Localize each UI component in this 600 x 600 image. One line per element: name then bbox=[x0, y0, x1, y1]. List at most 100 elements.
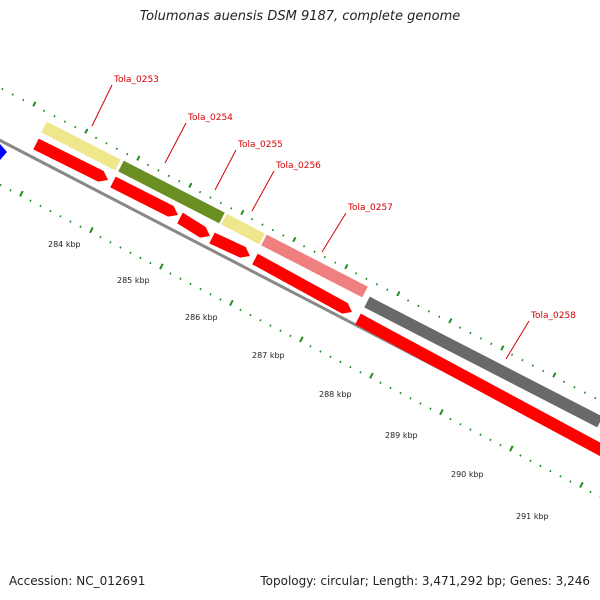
inner-tick bbox=[469, 428, 472, 431]
label-leader-line bbox=[91, 84, 113, 127]
inner-tick bbox=[329, 355, 332, 358]
inner-tick bbox=[239, 308, 242, 312]
inner-tick bbox=[159, 263, 164, 270]
inner-tick bbox=[489, 438, 492, 442]
position-label: 291 kbp bbox=[516, 512, 549, 521]
cds-arrow[interactable] bbox=[110, 176, 178, 217]
inner-tick bbox=[269, 324, 272, 327]
cds-arrow[interactable] bbox=[355, 313, 600, 462]
outer-tick bbox=[365, 277, 368, 281]
outer-tick bbox=[157, 169, 160, 172]
inner-tick bbox=[549, 469, 552, 473]
genome-backbone bbox=[0, 138, 600, 454]
outer-tick bbox=[240, 209, 245, 216]
inner-tick bbox=[309, 345, 312, 348]
outer-tick bbox=[531, 364, 534, 367]
cds-arrow[interactable] bbox=[33, 138, 109, 182]
outer-tick bbox=[583, 391, 586, 394]
outer-tick bbox=[209, 196, 212, 199]
inner-tick bbox=[479, 433, 482, 436]
outer-tick bbox=[302, 245, 306, 248]
gene-bar-tola_0253[interactable] bbox=[41, 121, 121, 171]
accession-text: Accession: NC_012691 bbox=[9, 574, 146, 588]
gene-label-tola_0253[interactable]: Tola_0253 bbox=[113, 75, 159, 85]
inner-tick bbox=[459, 423, 462, 426]
outer-tick bbox=[292, 236, 297, 243]
inner-tick bbox=[199, 287, 202, 291]
inner-tick bbox=[0, 183, 2, 187]
inner-tick bbox=[139, 256, 142, 260]
outer-tick bbox=[469, 331, 472, 335]
label-leader-line bbox=[164, 122, 187, 164]
outer-tick bbox=[500, 345, 505, 351]
gene-track bbox=[41, 121, 600, 428]
outer-tick bbox=[74, 125, 77, 129]
position-label: 288 kbp bbox=[319, 390, 352, 399]
outer-tick bbox=[188, 182, 193, 189]
inner-tick bbox=[509, 445, 514, 452]
outer-tick bbox=[417, 304, 420, 308]
inner-tick bbox=[319, 350, 322, 353]
inner-tick bbox=[429, 407, 432, 410]
gene-label-tola_0256[interactable]: Tola_0256 bbox=[275, 161, 321, 171]
label-leader-line bbox=[321, 212, 347, 253]
inner-tick bbox=[109, 241, 112, 244]
position-label: 290 kbp bbox=[451, 470, 484, 479]
outer-tick bbox=[313, 250, 316, 253]
inner-tick bbox=[79, 225, 82, 228]
inner-tick bbox=[259, 319, 262, 322]
outer-tick bbox=[271, 228, 274, 232]
inner-tick bbox=[369, 372, 374, 379]
outer-tick bbox=[146, 163, 150, 167]
outer-tick bbox=[1, 87, 4, 91]
inner-tick bbox=[189, 282, 192, 286]
gene-bar-tola_0255[interactable] bbox=[221, 213, 265, 245]
outer-tick bbox=[42, 109, 46, 113]
cds-arrow[interactable] bbox=[252, 253, 352, 314]
inner-tick bbox=[529, 459, 532, 462]
gene-label-tola_0254[interactable]: Tola_0254 bbox=[187, 113, 233, 123]
label-leader-line bbox=[251, 170, 275, 212]
outer-tick bbox=[573, 385, 576, 389]
outer-tick bbox=[490, 342, 493, 346]
gene-bar-tola_0254[interactable] bbox=[118, 160, 225, 224]
gene-bar-tola_0257[interactable] bbox=[364, 296, 600, 428]
inner-tick bbox=[349, 365, 352, 369]
inner-tick bbox=[99, 235, 102, 239]
position-label: 285 kbp bbox=[117, 276, 150, 285]
outer-tick bbox=[354, 272, 358, 275]
inner-tick bbox=[209, 293, 212, 296]
label-leader-line bbox=[214, 149, 237, 191]
outer-tick bbox=[32, 101, 37, 107]
outer-tick bbox=[22, 98, 25, 102]
inner-tick bbox=[379, 381, 382, 384]
inner-tick bbox=[409, 397, 412, 400]
inner-tick bbox=[419, 402, 422, 405]
gene-bar-tola_0256[interactable] bbox=[261, 234, 368, 298]
outer-tick bbox=[406, 299, 410, 302]
outer-tick bbox=[250, 217, 254, 221]
gene-label-tola_0255[interactable]: Tola_0255 bbox=[237, 140, 283, 150]
outer-tick bbox=[542, 369, 545, 373]
upstream-feature[interactable] bbox=[0, 144, 7, 160]
position-label: 289 kbp bbox=[385, 431, 418, 440]
cds-arrow[interactable] bbox=[177, 212, 210, 238]
gene-label-tola_0257[interactable]: Tola_0257 bbox=[347, 203, 393, 213]
inner-tick bbox=[539, 464, 542, 468]
inner-tick bbox=[559, 475, 562, 478]
outer-tick bbox=[167, 174, 170, 178]
genome-summary-text: Topology: circular; Length: 3,471,292 bp… bbox=[260, 574, 590, 588]
inner-tick bbox=[169, 272, 172, 275]
outer-tick bbox=[261, 223, 264, 226]
outer-tick bbox=[230, 207, 233, 210]
inner-tick-ring bbox=[0, 183, 600, 498]
outer-tick bbox=[178, 180, 181, 183]
inner-tick bbox=[249, 313, 252, 317]
outer-tick bbox=[438, 315, 441, 318]
inner-tick bbox=[229, 299, 234, 307]
inner-tick bbox=[179, 277, 182, 280]
cds-arrow[interactable] bbox=[209, 232, 250, 258]
gene-label-tola_0258[interactable]: Tola_0258 bbox=[530, 311, 576, 321]
outer-tick bbox=[510, 353, 514, 356]
